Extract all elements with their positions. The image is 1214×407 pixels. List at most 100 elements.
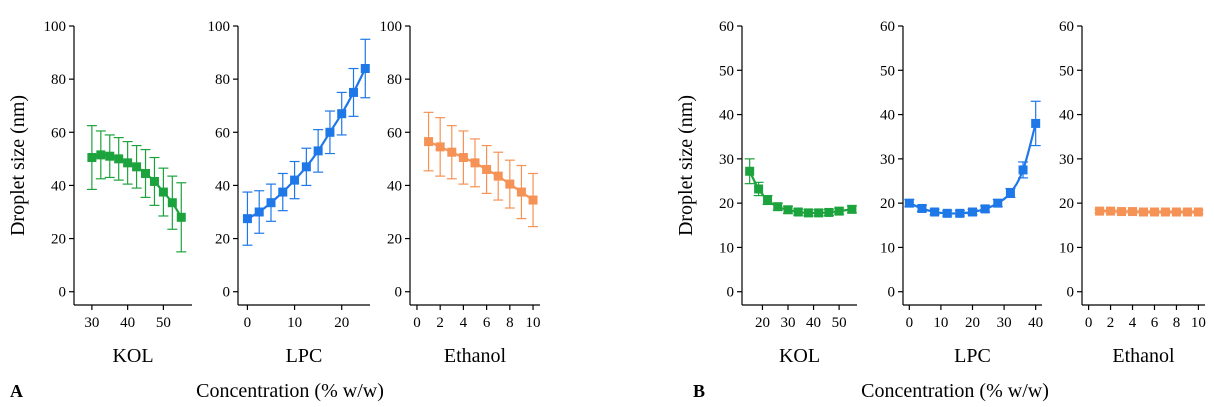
x-tick-label: 40: [806, 315, 821, 331]
y-tick-label: 80: [215, 72, 230, 88]
x-tick-label: 4: [1129, 315, 1137, 331]
data-point: [337, 109, 347, 119]
x-tick-label: 0: [244, 315, 252, 331]
y-tick-label: 50: [1059, 63, 1074, 79]
data-point: [301, 162, 311, 172]
y-tick-label: 40: [880, 108, 895, 124]
data-point: [141, 168, 151, 178]
y-tick-label: 60: [215, 125, 230, 141]
y-tick-label: 100: [44, 19, 67, 35]
data-point: [360, 64, 370, 74]
subplot-a-lpc: 0 20 40 60 80 100 0 10 20 LPC: [208, 19, 371, 367]
y-tick-label: 10: [719, 240, 734, 256]
data-point: [96, 150, 106, 160]
data-point: [1149, 207, 1159, 217]
data-point: [917, 203, 927, 213]
data-point: [793, 207, 803, 217]
y-tick-label: 100: [380, 19, 403, 35]
y-tick-label: 40: [51, 178, 66, 194]
y-tick-label: 0: [395, 285, 403, 301]
data-point: [1171, 207, 1181, 217]
data-point: [149, 176, 159, 186]
x-tick-label: 30: [781, 315, 796, 331]
subplot-title: LPC: [954, 345, 991, 367]
x-tick-label: 30: [997, 315, 1012, 331]
data-point: [87, 153, 97, 163]
x-tick-label: 20: [334, 315, 349, 331]
data-point: [349, 87, 358, 97]
y-tick-label: 40: [215, 178, 230, 194]
y-tick-label: 20: [719, 196, 734, 212]
data-point: [278, 187, 288, 197]
y-tick-label: 60: [387, 125, 402, 141]
series-line: [246, 68, 367, 220]
data-point: [754, 184, 764, 194]
data-point: [482, 164, 492, 174]
data-point: [290, 175, 300, 185]
data-point: [803, 208, 813, 218]
y-tick-label: 0: [223, 285, 231, 301]
series-line: [1099, 209, 1199, 214]
data-point: [1193, 207, 1203, 217]
x-tick-label: 10: [287, 315, 302, 331]
x-tick-label: 10: [1191, 315, 1206, 331]
x-axis-title-a: Concentration (% w/w): [196, 380, 384, 402]
data-point: [105, 151, 115, 161]
y-tick-label: 40: [387, 178, 402, 194]
x-tick-label: 2: [436, 315, 444, 331]
x-tick-label: 0: [1085, 315, 1093, 331]
series-line: [428, 140, 534, 201]
data-point: [176, 212, 186, 222]
x-tick-label: 20: [755, 315, 770, 331]
y-tick-label: 40: [719, 108, 734, 124]
subplot-title: KOL: [779, 345, 820, 367]
panel-label-b: B: [693, 381, 705, 401]
y-tick-label: 60: [1059, 19, 1074, 35]
data-point: [1128, 207, 1138, 217]
subplot-title: Ethanol: [1112, 345, 1175, 367]
x-tick-label: 6: [1151, 315, 1159, 331]
y-tick-label: 20: [215, 232, 230, 248]
x-tick-label: 8: [506, 315, 514, 331]
data-point: [968, 207, 977, 217]
data-point: [930, 207, 940, 217]
subplot-title: Ethanol: [444, 345, 507, 367]
x-tick-label: 6: [483, 315, 491, 331]
y-tick-label: 10: [1059, 240, 1074, 256]
data-point: [1117, 207, 1127, 217]
data-point: [470, 158, 480, 168]
data-point: [424, 137, 434, 147]
data-point: [158, 187, 168, 197]
data-point: [132, 162, 142, 172]
data-point: [783, 205, 793, 215]
data-point: [254, 207, 264, 217]
y-tick-label: 30: [1059, 152, 1074, 168]
y-tick-label: 0: [1067, 285, 1075, 301]
y-tick-label: 20: [880, 196, 895, 212]
y-tick-label: 30: [880, 152, 895, 168]
y-tick-label: 60: [51, 125, 66, 141]
x-tick-label: 20: [965, 315, 980, 331]
data-point: [773, 202, 783, 212]
data-point: [493, 171, 503, 181]
data-point: [242, 214, 252, 224]
x-tick-label: 4: [460, 315, 468, 331]
data-point: [114, 154, 124, 164]
y-tick-label: 100: [208, 19, 231, 35]
y-tick-label: 20: [1059, 196, 1074, 212]
data-point: [824, 207, 834, 217]
y-tick-label: 0: [727, 285, 735, 301]
data-point: [1106, 206, 1116, 216]
subplot-title: KOL: [112, 345, 153, 367]
subplot-title: LPC: [286, 345, 323, 367]
data-point: [745, 166, 755, 176]
data-point: [447, 147, 457, 157]
x-tick-label: 40: [120, 315, 135, 331]
y-axis-title: Droplet size (nm): [7, 95, 29, 236]
y-tick-label: 0: [59, 285, 67, 301]
x-tick-label: 50: [156, 315, 171, 331]
data-point: [942, 208, 952, 218]
data-point: [980, 204, 990, 214]
